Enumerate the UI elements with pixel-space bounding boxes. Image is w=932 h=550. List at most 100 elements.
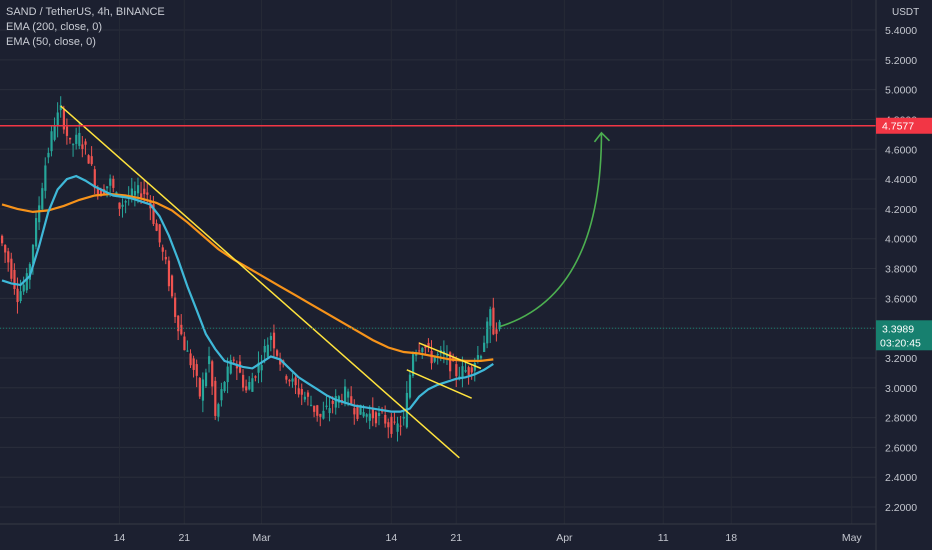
x-tick-label: Mar bbox=[253, 532, 272, 544]
candle-body bbox=[415, 352, 418, 356]
candle-body bbox=[347, 391, 350, 398]
candle-body bbox=[272, 332, 276, 349]
candle-body bbox=[303, 396, 307, 400]
candle-body bbox=[322, 410, 325, 419]
candle-body bbox=[306, 392, 310, 397]
candle-body bbox=[337, 396, 341, 403]
candle-body bbox=[4, 244, 7, 253]
candle-body bbox=[334, 396, 337, 408]
candle-body bbox=[350, 396, 353, 405]
candle-body bbox=[34, 218, 38, 247]
candle-body bbox=[62, 109, 65, 130]
legend-symbol[interactable]: SAND / TetherUS, 4h, BINANCE bbox=[6, 6, 165, 18]
candle-body bbox=[486, 321, 489, 344]
candle-body bbox=[449, 352, 452, 372]
candle-body bbox=[359, 404, 362, 415]
candle-body bbox=[371, 407, 374, 419]
candle-body bbox=[109, 178, 112, 186]
candle-body bbox=[198, 378, 201, 397]
candle-body bbox=[368, 413, 371, 421]
candle-body bbox=[130, 188, 133, 198]
y-tick-label: 5.0000 bbox=[885, 85, 917, 97]
candle-body bbox=[266, 344, 269, 357]
candle-body bbox=[263, 345, 266, 353]
candle-body bbox=[164, 256, 167, 260]
x-tick-label: May bbox=[842, 532, 863, 544]
candle-body bbox=[204, 372, 208, 387]
candle-body bbox=[356, 404, 359, 419]
candle-body bbox=[408, 374, 412, 398]
candle-body bbox=[331, 400, 334, 404]
legend-ema200[interactable]: EMA (200, close, 0) bbox=[6, 21, 102, 33]
candle-body bbox=[90, 156, 93, 165]
candle-body bbox=[436, 354, 439, 356]
candle-body bbox=[257, 362, 260, 373]
candle-body bbox=[235, 364, 239, 369]
candle-body bbox=[214, 380, 217, 416]
candle-body bbox=[374, 412, 378, 424]
y-tick-label: 3.2000 bbox=[885, 353, 917, 365]
candle-body bbox=[22, 284, 25, 292]
candle-body bbox=[418, 350, 421, 352]
candle-body bbox=[28, 264, 32, 280]
y-tick-label: 3.0000 bbox=[885, 383, 917, 395]
legend-ema50[interactable]: EMA (50, close, 0) bbox=[6, 36, 96, 48]
candle-body bbox=[10, 258, 13, 279]
candle-body bbox=[133, 190, 137, 196]
candle-body bbox=[384, 414, 387, 424]
candle-body bbox=[377, 412, 381, 416]
candle-body bbox=[313, 405, 316, 412]
y-tick-label: 3.8000 bbox=[885, 264, 917, 276]
candle-body bbox=[498, 321, 501, 330]
candle-body bbox=[396, 423, 399, 432]
y-tick-label: 2.6000 bbox=[885, 442, 917, 454]
candle-body bbox=[393, 421, 396, 423]
current-price-badge bbox=[876, 320, 932, 351]
candle-body bbox=[177, 315, 180, 332]
projection-arrow-head bbox=[593, 131, 611, 143]
candle-body bbox=[461, 366, 464, 378]
candle-body bbox=[251, 378, 254, 392]
candle-body bbox=[297, 388, 300, 395]
x-tick-label: 14 bbox=[385, 532, 397, 544]
candle-body bbox=[93, 169, 96, 189]
candle-body bbox=[294, 377, 297, 386]
x-tick-label: 11 bbox=[658, 532, 669, 544]
candle-body bbox=[65, 126, 69, 136]
candle-body bbox=[152, 204, 155, 224]
candle-body bbox=[140, 193, 143, 198]
resistance-badge bbox=[876, 117, 932, 134]
candle-body bbox=[300, 389, 303, 395]
y-tick-label: 5.4000 bbox=[885, 25, 917, 37]
candle-body bbox=[72, 144, 75, 146]
candle-body bbox=[433, 357, 436, 362]
candle-body bbox=[245, 386, 248, 391]
candle-body bbox=[41, 188, 44, 210]
y-tick-label: 5.2000 bbox=[885, 55, 917, 67]
trendline-flag-upper bbox=[418, 342, 482, 370]
candle-body bbox=[47, 152, 50, 158]
candle-body bbox=[223, 382, 226, 392]
legend: SAND / TetherUS, 4h, BINANCE EMA (200, c… bbox=[6, 5, 165, 50]
candle-body bbox=[226, 366, 229, 383]
candle-body bbox=[180, 324, 183, 335]
candle-body bbox=[229, 359, 232, 374]
x-tick-label: 21 bbox=[178, 532, 190, 544]
candle-body bbox=[328, 408, 331, 414]
candle-body bbox=[421, 348, 424, 352]
candle-body bbox=[155, 223, 158, 231]
candle-body bbox=[455, 364, 458, 377]
candle-body bbox=[399, 425, 402, 427]
candle-body bbox=[68, 137, 72, 140]
candle-body bbox=[242, 374, 245, 388]
candle-body bbox=[136, 185, 140, 194]
drawings bbox=[0, 105, 876, 459]
candle-body bbox=[467, 367, 470, 375]
candle-body bbox=[483, 342, 486, 353]
candle-body bbox=[353, 408, 356, 415]
indicator-lines bbox=[1, 174, 494, 413]
candle-body bbox=[121, 204, 124, 207]
